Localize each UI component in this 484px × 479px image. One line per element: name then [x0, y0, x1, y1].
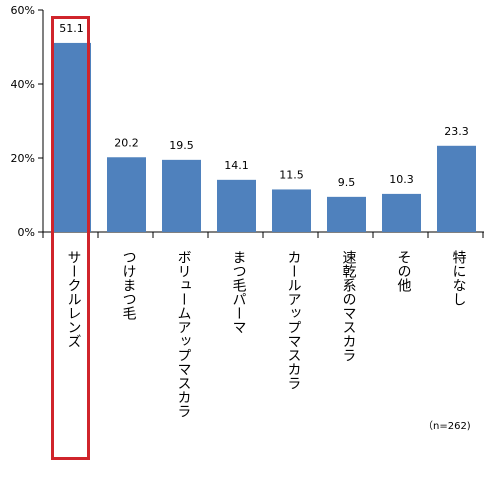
y-tick-label: 20% — [11, 152, 35, 165]
data-label: 11.5 — [279, 168, 304, 181]
category-label: ボリュームアップマスカラ — [175, 250, 192, 418]
bar — [327, 196, 366, 232]
data-label: 19.5 — [169, 139, 194, 152]
y-tick-label: 60% — [11, 4, 35, 17]
category-label: サークルレンズ — [65, 250, 82, 348]
bar — [437, 145, 476, 232]
category-label: カールアップマスカラ — [285, 250, 302, 390]
bar — [382, 193, 421, 232]
data-label: 14.1 — [224, 159, 249, 172]
sample-size-note: （n=262) — [423, 421, 471, 432]
bar — [107, 157, 146, 232]
y-tick-label: 40% — [11, 78, 35, 91]
category-label: その他 — [395, 250, 412, 292]
category-label: 速乾系のマスカラ — [340, 250, 357, 362]
data-label: 51.1 — [59, 22, 84, 35]
highlight-box — [51, 16, 90, 460]
data-label: 20.2 — [114, 136, 139, 149]
data-label: 23.3 — [444, 125, 469, 138]
bar — [217, 179, 256, 232]
data-label: 9.5 — [338, 176, 356, 189]
data-label: 10.3 — [389, 173, 414, 186]
bar — [52, 42, 91, 233]
y-tick-label: 0% — [18, 226, 35, 239]
bar — [272, 189, 311, 232]
category-label: 特になし — [450, 250, 467, 306]
category-label: まつ毛パーマ — [230, 250, 247, 334]
bar — [162, 159, 201, 232]
category-label: つけまつ毛 — [120, 250, 137, 320]
